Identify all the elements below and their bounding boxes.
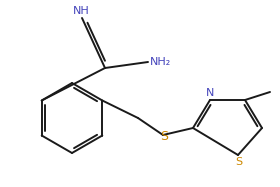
Text: N: N <box>206 88 214 98</box>
Text: NH: NH <box>73 6 89 16</box>
Text: NH₂: NH₂ <box>150 57 171 67</box>
Text: S: S <box>160 130 168 142</box>
Text: S: S <box>235 157 242 167</box>
